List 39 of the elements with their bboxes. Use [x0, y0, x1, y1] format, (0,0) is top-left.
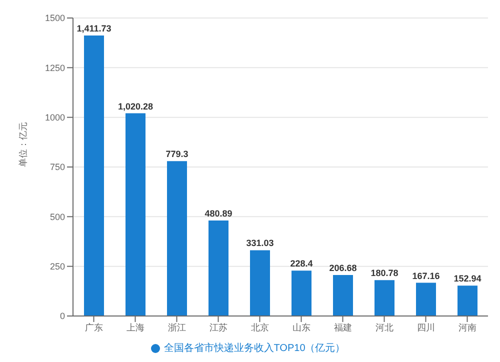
bar	[333, 274, 353, 316]
x-tick-label: 广东	[84, 322, 103, 332]
bar	[126, 113, 146, 316]
data-label: 152.94	[454, 274, 482, 284]
data-label: 480.89	[204, 208, 232, 218]
x-tick-label: 河南	[458, 322, 476, 332]
x-tick-label: 河北	[375, 322, 394, 332]
y-tick-label: 750	[50, 162, 65, 172]
bar	[84, 36, 104, 316]
data-label: 1,020.28	[118, 101, 154, 112]
y-tick-label: 1500	[44, 13, 65, 24]
x-tick-label: 四川	[416, 322, 435, 332]
bar	[250, 250, 270, 316]
bar	[458, 286, 478, 316]
y-tick-label: 1000	[44, 112, 65, 123]
data-label: 180.78	[370, 268, 398, 278]
legend-label: 全国各省市快递业务收入TOP10（亿元）	[164, 343, 346, 354]
data-label: 779.3	[166, 149, 188, 160]
x-tick-label: 浙江	[168, 322, 186, 332]
data-label: 206.68	[329, 262, 357, 273]
x-tick-label: 北京	[250, 322, 269, 332]
data-label: 1,411.73	[76, 24, 112, 34]
bar	[208, 220, 228, 316]
data-label: 167.16	[412, 270, 440, 281]
y-axis-title: 单位：亿元	[18, 122, 28, 167]
data-label: 331.03	[246, 238, 274, 248]
x-tick-label: 江苏	[209, 322, 228, 332]
y-tick-label: 250	[50, 262, 65, 272]
bar	[292, 270, 312, 316]
bar	[374, 280, 394, 316]
y-tick-label: 500	[50, 212, 65, 222]
y-tick-label: 1250	[44, 62, 65, 73]
y-tick-label: 0	[60, 311, 65, 322]
x-tick-label: 上海	[126, 322, 144, 332]
data-label: 228.4	[290, 258, 313, 269]
bar	[167, 161, 187, 316]
x-tick-label: 福建	[334, 322, 352, 332]
x-tick-label: 山东	[292, 322, 310, 332]
bar	[416, 282, 436, 316]
